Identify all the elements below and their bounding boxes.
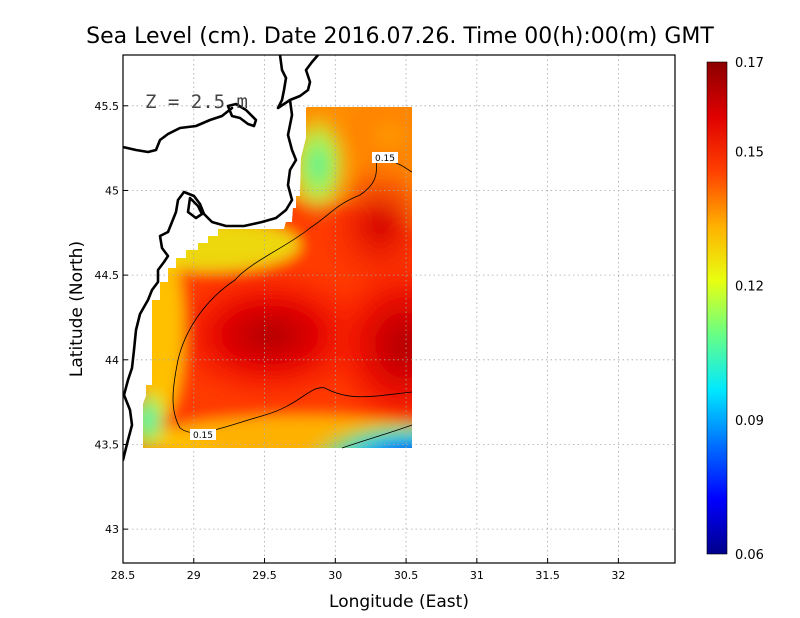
coastline-main <box>123 55 320 462</box>
y-tick-label: 43.5 <box>95 438 120 451</box>
x-tick-label: 29 <box>187 569 201 582</box>
grid <box>123 55 675 563</box>
x-tick-label: 31.5 <box>535 569 560 582</box>
colorbar-tick-label: 0.15 <box>735 145 764 160</box>
y-tick-label: 44 <box>105 354 119 367</box>
colorbar-tick-label: 0.12 <box>735 280 764 295</box>
field-blob-east-max <box>325 255 412 435</box>
x-tick-label: 32 <box>611 569 625 582</box>
y-tick-label: 44.5 <box>95 269 120 282</box>
field-blob-north-high <box>320 155 412 295</box>
contour-0.15-main <box>172 159 413 434</box>
svg-text:0.15: 0.15 <box>375 154 395 164</box>
contour-0.15-northeast <box>395 162 413 173</box>
y-tick-label: 45 <box>105 184 119 197</box>
coastline-inlet <box>226 102 258 128</box>
field-blob-northeast-orange <box>340 107 412 175</box>
contour-label-south: 0.15 <box>190 429 216 441</box>
contour-label-north: 0.15 <box>372 152 398 164</box>
svg-text:0.15: 0.15 <box>193 431 213 441</box>
plot-frame <box>122 54 676 564</box>
field-blob-southeast-min <box>302 418 412 448</box>
x-tick-label: 28.5 <box>111 569 136 582</box>
coastline <box>123 55 320 462</box>
x-tick-label: 29.5 <box>252 569 277 582</box>
colorbar-tick-label: 0.09 <box>735 414 764 429</box>
colorbar-ramp <box>706 61 728 555</box>
x-tick-label: 31 <box>470 569 484 582</box>
depth-annotation: Z = 2.5 m <box>145 91 248 113</box>
y-axis-label: Latitude (North) <box>67 241 87 377</box>
y-axis-ticks: 43 43.5 44 44.5 45 45.5 <box>95 100 128 536</box>
colorbar-ticks: 0.06 0.09 0.12 0.15 0.17 <box>735 56 764 563</box>
x-axis-label: Longitude (East) <box>329 592 469 612</box>
sea-level-field <box>143 107 412 448</box>
chart-title: Sea Level (cm). Date 2016.07.26. Time 00… <box>86 24 714 49</box>
y-tick-label: 45.5 <box>95 100 120 113</box>
colorbar-tick-label: 0.06 <box>735 548 764 563</box>
contour-lines <box>172 159 413 449</box>
field-blob-southwest-low <box>143 385 170 448</box>
field-blob-coastal-low <box>286 110 350 220</box>
x-tick-label: 30 <box>328 569 342 582</box>
x-axis-ticks: 28.5 29 29.5 30 30.5 31 31.5 32 <box>111 558 625 582</box>
contour-0.15-southeast <box>341 424 413 449</box>
x-tick-label: 30.5 <box>394 569 419 582</box>
field-blob-west-max <box>160 265 380 405</box>
field-blob-west-yellow <box>143 219 300 271</box>
coastline-lagoon <box>186 196 204 220</box>
colorbar-tick-label: 0.17 <box>735 56 764 71</box>
colorbar: 0.06 0.09 0.12 0.15 0.17 <box>706 56 764 563</box>
y-tick-label: 43 <box>105 523 119 536</box>
